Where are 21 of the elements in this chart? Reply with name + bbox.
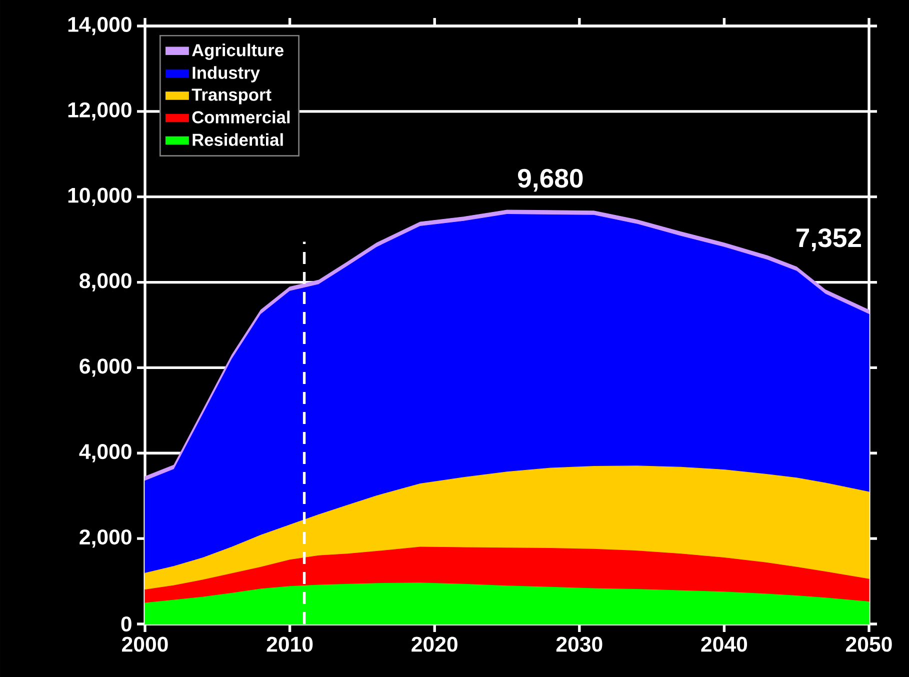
- x-tick-label: 2010: [266, 636, 313, 652]
- x-tick-label: 2040: [701, 636, 748, 652]
- annotation: 7,352: [796, 228, 861, 252]
- legend-label: Transport: [192, 88, 272, 104]
- x-tick-label: 2000: [122, 636, 168, 652]
- legend-label: Commercial: [192, 110, 290, 124]
- y-tick-label: 8,000: [80, 273, 132, 292]
- y-tick-label: 12,000: [68, 102, 132, 121]
- x-tick-label: 2050: [846, 636, 892, 652]
- y-tick-label: 2,000: [80, 529, 132, 548]
- x-tick-label: 2020: [412, 636, 458, 652]
- y-tick-label: 10,000: [68, 188, 132, 206]
- annotation: 9,680: [518, 168, 583, 192]
- legend-label: Agriculture: [192, 44, 284, 60]
- y-tick-label: 0: [121, 616, 132, 632]
- x-tick-label: 2030: [556, 636, 602, 652]
- y-tick-label: 14,000: [68, 16, 132, 36]
- legend-label: Industry: [192, 66, 260, 82]
- y-tick-label: 4,000: [79, 444, 132, 462]
- y-tick-label: 6,000: [80, 358, 132, 377]
- legend-label: Residential: [192, 133, 283, 146]
